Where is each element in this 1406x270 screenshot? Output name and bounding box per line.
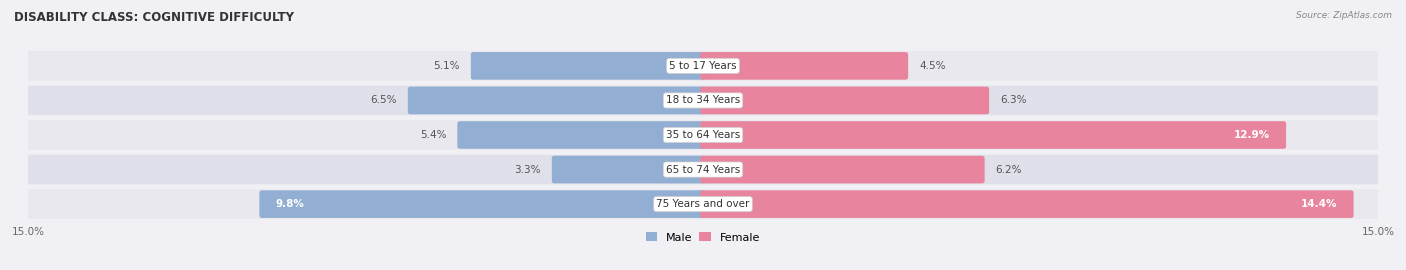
FancyBboxPatch shape: [700, 87, 990, 114]
Text: Source: ZipAtlas.com: Source: ZipAtlas.com: [1296, 11, 1392, 20]
FancyBboxPatch shape: [700, 52, 908, 80]
Text: 5.1%: 5.1%: [433, 61, 460, 71]
Text: 4.5%: 4.5%: [920, 61, 945, 71]
FancyBboxPatch shape: [700, 121, 1286, 149]
FancyBboxPatch shape: [28, 86, 1378, 115]
Legend: Male, Female: Male, Female: [641, 228, 765, 247]
Text: 14.4%: 14.4%: [1301, 199, 1337, 209]
Text: 6.5%: 6.5%: [371, 95, 396, 106]
Text: 5.4%: 5.4%: [420, 130, 447, 140]
Text: 3.3%: 3.3%: [515, 164, 541, 175]
FancyBboxPatch shape: [28, 155, 1378, 184]
FancyBboxPatch shape: [259, 190, 706, 218]
Text: 5 to 17 Years: 5 to 17 Years: [669, 61, 737, 71]
Text: 18 to 34 Years: 18 to 34 Years: [666, 95, 740, 106]
FancyBboxPatch shape: [700, 156, 984, 183]
Text: 75 Years and over: 75 Years and over: [657, 199, 749, 209]
FancyBboxPatch shape: [551, 156, 706, 183]
Text: 12.9%: 12.9%: [1234, 130, 1270, 140]
Text: 9.8%: 9.8%: [276, 199, 305, 209]
FancyBboxPatch shape: [28, 189, 1378, 219]
Text: 6.2%: 6.2%: [995, 164, 1022, 175]
FancyBboxPatch shape: [457, 121, 706, 149]
FancyBboxPatch shape: [28, 120, 1378, 150]
Text: 6.3%: 6.3%: [1000, 95, 1026, 106]
Text: 35 to 64 Years: 35 to 64 Years: [666, 130, 740, 140]
FancyBboxPatch shape: [700, 190, 1354, 218]
FancyBboxPatch shape: [471, 52, 706, 80]
FancyBboxPatch shape: [408, 87, 706, 114]
FancyBboxPatch shape: [28, 51, 1378, 81]
Text: DISABILITY CLASS: COGNITIVE DIFFICULTY: DISABILITY CLASS: COGNITIVE DIFFICULTY: [14, 11, 294, 24]
Text: 65 to 74 Years: 65 to 74 Years: [666, 164, 740, 175]
